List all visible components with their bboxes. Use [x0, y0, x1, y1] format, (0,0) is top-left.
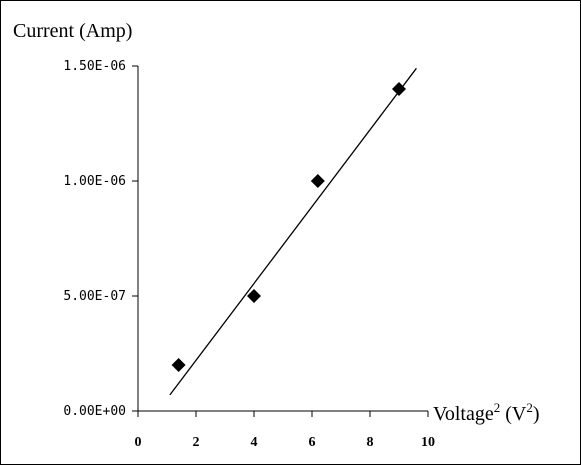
data-points: [171, 82, 406, 372]
x-tick-label: 10: [421, 435, 435, 450]
y-tick-label: 1.50E-06: [63, 59, 126, 74]
x-tick-label: 6: [309, 435, 316, 450]
x-axis-title-unit-open: (V: [500, 403, 527, 425]
data-point-diamond: [310, 174, 325, 188]
ticks: 0.00E+00 5.00E-07 1.00E-06 1.50E-06 0 2 4 6 8 10: [63, 59, 435, 450]
trendline: [169, 67, 417, 396]
trendline-group: [169, 67, 417, 396]
data-point-diamond: [171, 358, 186, 372]
x-tick-label: 2: [193, 435, 200, 450]
axes: [137, 66, 428, 412]
data-point-diamond: [247, 289, 261, 303]
data-point-diamond: [392, 82, 406, 96]
x-axis-title-unit-close: ): [533, 403, 540, 425]
y-axis-title: Current (Amp): [13, 20, 132, 42]
x-axis-title: Voltage2 (V2): [433, 400, 540, 425]
y-tick-label: 0.00E+00: [63, 404, 126, 419]
x-tick-label: 8: [367, 435, 374, 450]
x-axis-title-superscript: 2: [494, 400, 501, 415]
x-axis-title-main: Voltage: [433, 403, 494, 425]
x-axis-title-unit-superscript: 2: [526, 400, 533, 415]
y-tick-label: 1.00E-06: [63, 174, 126, 189]
x-tick-label: 0: [135, 435, 142, 450]
y-tick-label: 5.00E-07: [63, 289, 126, 304]
x-tick-label: 4: [251, 435, 258, 450]
